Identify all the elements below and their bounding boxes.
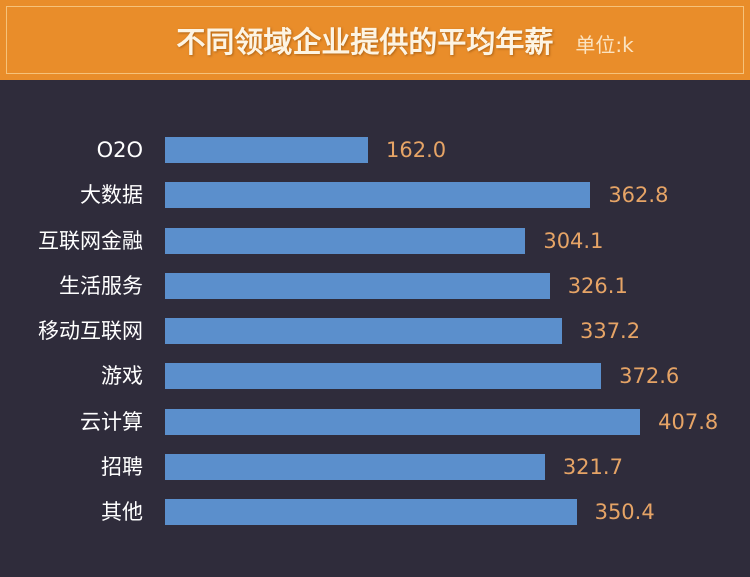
value-label: 337.2 [579, 319, 641, 343]
value-label: 362.8 [608, 183, 669, 208]
category-label: 招聘 [101, 454, 143, 479]
bar [165, 227, 526, 254]
value-label: 372.6 [619, 364, 680, 389]
bar [165, 453, 545, 480]
bar [165, 408, 641, 435]
bar-row: 云计算 407.8 [0, 408, 750, 435]
bar-row: 移动互联网 337.2 [0, 318, 750, 344]
bar-row: 互联网金融 304.1 [0, 227, 750, 254]
bar [165, 182, 591, 209]
bar-row: 生活服务 326.1 [0, 272, 750, 299]
bar-row: 招聘 321.7 [0, 453, 750, 480]
chart-title: 不同领域企业提供的平均年薪 [176, 25, 554, 59]
value-label: 350.4 [594, 500, 655, 524]
category-label: 游戏 [101, 364, 143, 389]
value-label: 321.7 [562, 454, 623, 479]
bar [165, 363, 602, 390]
category-label: 大数据 [80, 183, 143, 208]
category-label: 移动互联网 [38, 319, 143, 343]
category-label: 互联网金融 [38, 228, 143, 253]
bar [165, 318, 562, 344]
unit-label: 单位:k [575, 32, 634, 57]
chart-header: 不同领域企业提供的平均年薪 单位:k [0, 0, 750, 80]
bar-row: 游戏 372.6 [0, 363, 750, 390]
category-label: 生活服务 [59, 273, 143, 298]
category-label: 其他 [101, 500, 143, 524]
value-label: 304.1 [543, 228, 604, 253]
value-label: 162.0 [386, 138, 447, 162]
bar [165, 272, 550, 299]
bar [165, 137, 369, 163]
bar [165, 499, 577, 525]
bar-row: 大数据 362.8 [0, 182, 750, 209]
value-label: 326.1 [567, 273, 628, 298]
category-label: 云计算 [80, 409, 143, 434]
category-label: O2O [96, 138, 143, 162]
bar-row: O2O 162.0 [0, 137, 750, 163]
header-frame [6, 6, 744, 74]
bar-row: 其他 350.4 [0, 499, 750, 525]
value-label: 407.8 [658, 409, 719, 434]
